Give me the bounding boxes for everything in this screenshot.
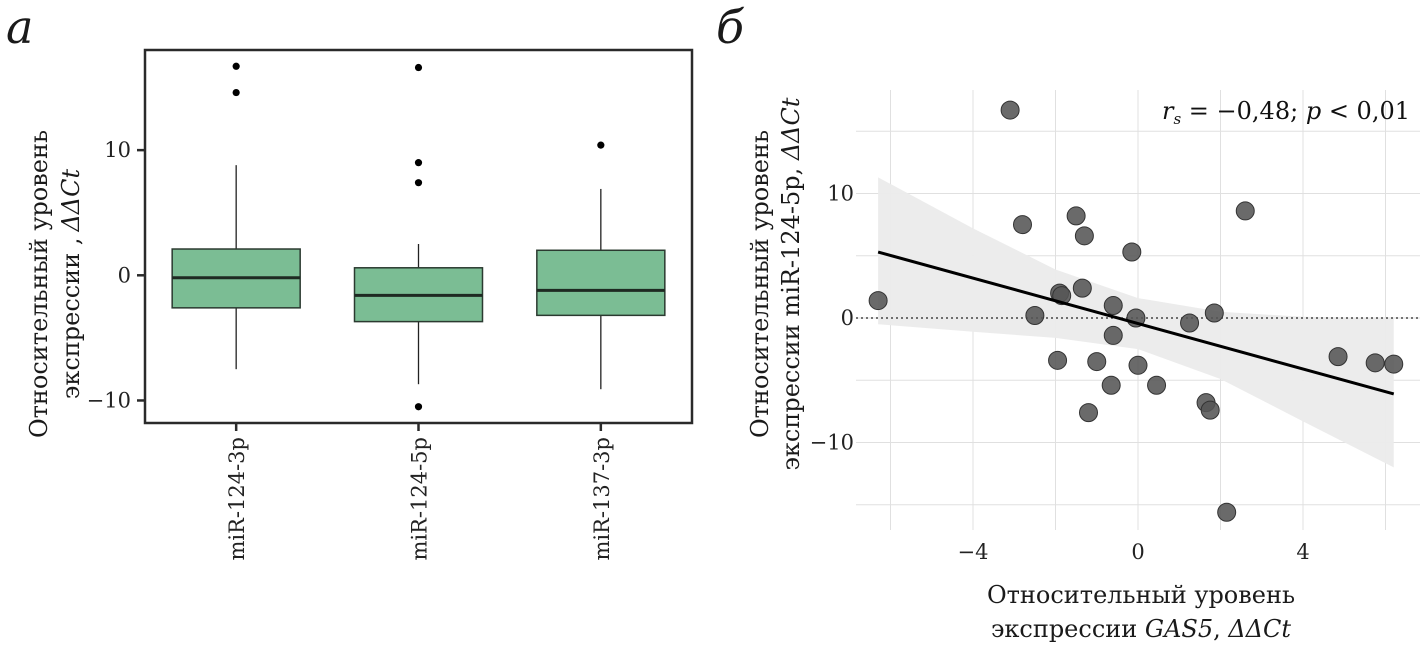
p-symbol: p xyxy=(1306,97,1321,125)
scatter-y-title-line2: экспрессии miR-124-5p, ΔΔCt xyxy=(777,97,805,470)
x-tick-label: −4 xyxy=(958,540,989,564)
outlier-point xyxy=(414,159,423,167)
boxplot-marks xyxy=(171,62,666,411)
scatter-point xyxy=(1000,100,1020,120)
scatter-x-title-line2: экспрессии GAS5, ΔΔCt xyxy=(991,615,1291,643)
scatter-point xyxy=(1103,296,1123,316)
scatter-points xyxy=(868,100,1404,522)
scatter-point xyxy=(1365,353,1385,373)
y-tick-label: 10 xyxy=(104,138,131,162)
r-symbol: r xyxy=(1162,97,1175,125)
scatter-point xyxy=(1128,355,1148,375)
x-tick-label: miR-124-3p xyxy=(225,437,249,561)
boxplot-y-title-line1: Относительный уровень xyxy=(25,130,53,438)
scatter-point xyxy=(1200,400,1220,420)
y-tick-label: 0 xyxy=(118,263,131,287)
scatter-point xyxy=(1235,201,1255,221)
scatter-x-title-line1: Относительный уровень xyxy=(987,581,1295,609)
scatter-panel: −4 0 4 −10 0 10 rs = −0,48; p < 0,01 Относите… xyxy=(746,90,1420,643)
scatter-point xyxy=(1217,502,1237,522)
scatter-point xyxy=(1079,403,1098,423)
scatter-point xyxy=(1204,303,1224,323)
x-tick-label: 4 xyxy=(1296,540,1309,564)
box-iqr xyxy=(536,249,666,317)
correlation-annotation: rs = −0,48; p < 0,01 xyxy=(1162,97,1410,128)
y-tick-label: 0 xyxy=(841,306,854,330)
boxplot-x-axis: miR-124-3p miR-124-5p miR-137-3p xyxy=(225,423,614,561)
scatter-y-title-italic: ΔΔCt xyxy=(777,97,805,161)
scatter-x-title-italic: ΔΔCt xyxy=(1227,615,1291,643)
scatter-point xyxy=(1013,215,1032,235)
scatter-y-title-line1: Относительный уровень xyxy=(746,130,774,438)
x-tick-label: miR-124-5p xyxy=(408,437,432,561)
scatter-point xyxy=(1328,347,1348,367)
outlier-point xyxy=(232,62,240,70)
x-tick-label: miR-137-3p xyxy=(590,437,614,561)
y-tick-label: 10 xyxy=(827,182,854,206)
scatter-point xyxy=(1048,350,1068,370)
r-value: = −0,48; xyxy=(1181,97,1306,125)
scatter-point xyxy=(1025,306,1045,326)
scatter-point xyxy=(868,291,888,311)
scatter-x-title-gene: GAS5 xyxy=(1145,615,1213,643)
scatter-point xyxy=(1074,226,1094,246)
outlier-point xyxy=(414,403,423,411)
scatter-point xyxy=(1384,354,1404,374)
y-tick-label: −10 xyxy=(87,388,131,412)
panel-letter-a: а xyxy=(6,0,34,54)
scatter-axes: −4 0 4 −10 0 10 xyxy=(810,182,1310,565)
scatter-point xyxy=(1147,375,1167,395)
x-tick-label: 0 xyxy=(1131,540,1144,564)
boxplot-y-title-line2: экспрессии , ΔΔCt xyxy=(57,169,85,400)
scatter-point xyxy=(1072,278,1092,298)
boxplot-panel: −10 0 10 miR-124-3p miR-124-5p miR-137-3p От… xyxy=(25,48,694,561)
outlier-point xyxy=(414,63,423,72)
scatter-point xyxy=(1122,242,1142,262)
scatter-point xyxy=(1103,325,1123,345)
scatter-point xyxy=(1087,352,1107,372)
scatter-x-title-prefix: экспрессии xyxy=(991,615,1145,643)
scatter-point xyxy=(1101,375,1121,395)
regression-line xyxy=(877,250,1395,396)
scatter-point xyxy=(1066,206,1086,226)
y-tick-label: −10 xyxy=(810,431,854,455)
p-value: < 0,01 xyxy=(1321,97,1410,125)
panel-letter-b: б xyxy=(716,0,745,54)
outlier-point xyxy=(414,179,423,187)
outlier-point xyxy=(232,88,240,97)
boxplot-y-title-text: экспрессии , xyxy=(57,238,85,400)
outlier-point xyxy=(597,141,605,149)
r-subscript: s xyxy=(1173,110,1181,128)
boxplot-y-axis: −10 0 10 xyxy=(87,138,145,412)
scatter-x-title-sep: , xyxy=(1213,615,1228,643)
scatter-y-title-text: экспрессии miR-124-5p, xyxy=(777,160,805,470)
scatter-point xyxy=(1180,313,1200,333)
boxplot-y-title-italic: ΔΔCt xyxy=(57,169,85,233)
